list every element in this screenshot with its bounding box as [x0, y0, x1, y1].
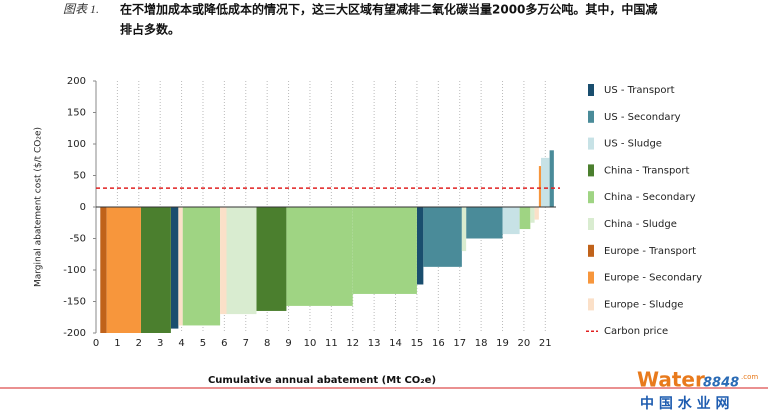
figure-label: 图表 1.	[63, 2, 99, 16]
y-tick-label: -100	[63, 265, 86, 276]
legend-label: China - Transport	[604, 165, 690, 176]
legend-swatch	[588, 137, 594, 150]
x-tick-label: 6	[221, 338, 227, 349]
bar	[220, 207, 227, 315]
legend-label: China - Secondary	[604, 192, 696, 203]
legend-swatch	[588, 164, 594, 177]
x-tick-label: 5	[200, 338, 206, 349]
legend-swatch	[588, 244, 594, 257]
x-axis-label: Cumulative annual abatement (Mt CO₂e)	[208, 375, 436, 386]
y-tick-label: 100	[67, 139, 86, 150]
bar	[416, 207, 424, 285]
y-tick-label: 200	[67, 76, 86, 87]
legend-label: Europe - Secondary	[604, 273, 702, 284]
bar	[423, 207, 462, 267]
x-tick-label: 17	[453, 338, 466, 349]
bar	[178, 207, 183, 326]
x-tick-label: 14	[389, 338, 402, 349]
legend-label: China - Sludge	[604, 219, 677, 230]
x-tick-label: 7	[243, 338, 249, 349]
bar	[106, 207, 141, 333]
legend-swatch	[588, 191, 594, 204]
x-tick-label: 18	[475, 338, 488, 349]
x-tick-label: 8	[264, 338, 270, 349]
bar	[549, 150, 554, 207]
y-tick-label: -150	[63, 297, 86, 308]
x-tick-label: 20	[518, 338, 531, 349]
legend-swatch	[588, 218, 594, 230]
x-tick-label: 15	[411, 338, 424, 349]
bar	[502, 207, 520, 235]
bar	[534, 207, 539, 220]
y-axis-label: Marginal abatement cost ($/t CO₂e)	[34, 127, 44, 287]
y-tick-label: -50	[70, 234, 86, 245]
bar	[461, 207, 467, 252]
bar	[182, 207, 221, 326]
legend-label: US - Secondary	[604, 112, 681, 123]
y-tick-label: 50	[73, 171, 86, 182]
x-tick-label: 16	[432, 338, 445, 349]
logo-name: 中 国 水 业 网	[640, 395, 730, 412]
y-tick-label: 0	[80, 202, 86, 213]
bar	[541, 157, 550, 207]
bar	[519, 207, 531, 230]
x-tick-label: 1	[114, 338, 120, 349]
x-tick-label: 10	[304, 338, 317, 349]
logo-domain: .com	[741, 373, 758, 381]
legend-label: Carbon price	[604, 326, 668, 337]
bar	[466, 207, 503, 239]
caption-line: 在不增加成本或降低成本的情况下，这三大区域有望减排二氧化碳当量2000多万公吨。…	[120, 2, 657, 17]
bar	[530, 207, 535, 223]
x-tick-label: 13	[368, 338, 381, 349]
x-tick-label: 21	[539, 338, 552, 349]
legend-swatch	[588, 298, 594, 311]
x-tick-label: 11	[325, 338, 338, 349]
y-tick-label: 150	[67, 108, 86, 119]
x-tick-label: 12	[346, 338, 359, 349]
bar	[352, 207, 417, 294]
bar	[538, 166, 542, 207]
x-tick-label: 3	[157, 338, 163, 349]
bar	[170, 207, 179, 329]
legend-swatch	[588, 110, 594, 123]
bar	[100, 207, 107, 333]
x-tick-label: 19	[496, 338, 509, 349]
x-tick-label: 9	[285, 338, 291, 349]
logo-brand: Water	[637, 368, 705, 392]
x-tick-label: 0	[93, 338, 99, 349]
legend-label: Europe - Sludge	[604, 299, 683, 310]
x-tick-label: 4	[178, 338, 184, 349]
bar	[226, 207, 257, 315]
y-tick-label: -200	[63, 328, 86, 339]
legend-label: Europe - Transport	[604, 246, 696, 257]
bar	[286, 207, 353, 306]
legend-swatch	[588, 271, 594, 284]
legend-swatch	[588, 84, 594, 96]
bar	[256, 207, 287, 311]
x-tick-label: 2	[136, 338, 142, 349]
legend-label: US - Sludge	[604, 139, 662, 150]
bar	[140, 207, 171, 333]
caption-line: 排占多数。	[120, 22, 180, 37]
legend-label: US - Transport	[604, 85, 675, 96]
logo-number: 8848	[703, 376, 739, 391]
